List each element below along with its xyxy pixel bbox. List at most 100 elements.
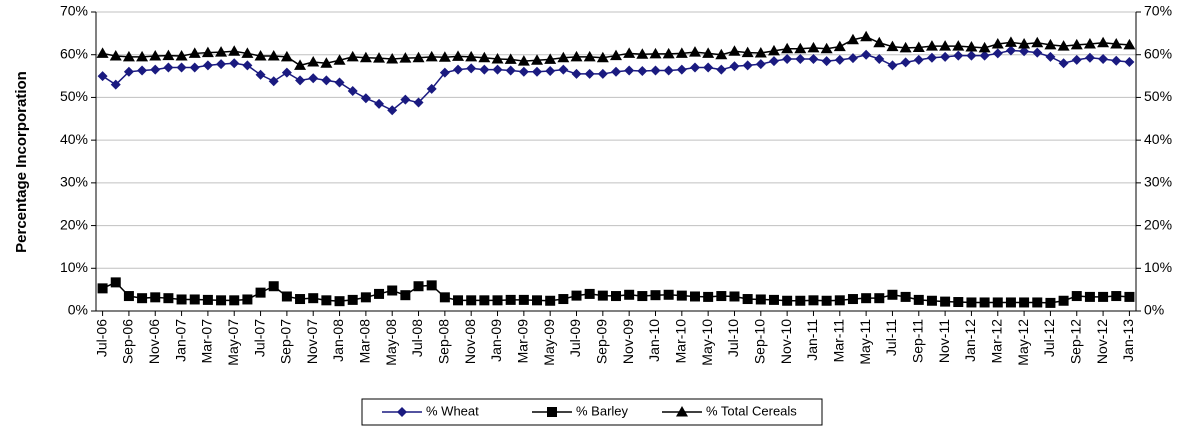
- y-tick-label: 60%: [60, 45, 88, 61]
- data-point: [176, 294, 187, 305]
- data-point: [491, 52, 504, 64]
- data-point: [1124, 291, 1135, 302]
- data-point: [189, 62, 200, 73]
- data-point: [729, 61, 740, 72]
- data-point: [887, 60, 898, 71]
- data-point: [624, 65, 635, 76]
- data-point: [295, 294, 306, 305]
- x-tick-label: May-09: [541, 319, 557, 366]
- data-point: [399, 52, 412, 63]
- data-point: [123, 291, 134, 302]
- data-point: [1005, 297, 1016, 308]
- data-point: [518, 294, 529, 305]
- data-point: [466, 63, 477, 74]
- data-point: [255, 69, 266, 80]
- data-point: [531, 54, 544, 65]
- data-point: [913, 294, 924, 305]
- x-tick-label: May-07: [225, 319, 241, 366]
- data-point: [1071, 54, 1082, 65]
- data-point: [281, 291, 292, 302]
- data-point: [426, 280, 437, 291]
- data-point: [280, 50, 293, 62]
- data-point: [150, 292, 161, 303]
- x-tick-label: Jul-12: [1041, 319, 1057, 357]
- data-point: [150, 64, 161, 75]
- data-point: [545, 65, 556, 76]
- data-point: [597, 68, 608, 79]
- x-tick-label: Sep-07: [278, 319, 294, 364]
- data-point: [426, 83, 437, 94]
- data-point: [1018, 38, 1031, 49]
- x-tick-label: Mar-11: [831, 319, 847, 363]
- data-point: [479, 295, 490, 306]
- y-tick-label: 50%: [60, 88, 88, 104]
- data-point: [334, 77, 345, 88]
- data-point: [886, 40, 899, 52]
- data-point: [966, 297, 977, 308]
- data-point: [136, 50, 149, 62]
- data-point: [123, 66, 134, 77]
- data-point: [1032, 297, 1043, 308]
- data-point: [1044, 38, 1057, 50]
- data-point: [979, 50, 990, 61]
- y-axis-label: Percentage Incorporation: [13, 71, 30, 253]
- data-point: [913, 54, 924, 65]
- data-point: [386, 52, 399, 64]
- data-point: [544, 53, 557, 64]
- data-point: [518, 66, 529, 77]
- y2-tick-label: 50%: [1144, 88, 1172, 104]
- data-point: [874, 293, 885, 304]
- data-point: [795, 295, 806, 306]
- data-point: [742, 294, 753, 305]
- data-point: [137, 65, 148, 76]
- data-point: [359, 51, 372, 63]
- data-point: [729, 291, 740, 302]
- data-point: [1071, 291, 1082, 302]
- x-tick-label: Mar-09: [515, 319, 531, 364]
- data-point: [861, 49, 872, 60]
- data-point: [1098, 291, 1109, 302]
- data-point: [1098, 53, 1109, 64]
- data-point: [413, 97, 424, 108]
- data-point: [834, 54, 845, 65]
- data-point: [558, 64, 569, 75]
- x-tick-label: Sep-09: [594, 319, 610, 364]
- data-point: [940, 296, 951, 307]
- data-point: [703, 291, 714, 302]
- data-point: [1004, 36, 1017, 47]
- data-point: [346, 50, 359, 62]
- data-point: [1019, 46, 1030, 57]
- data-point: [768, 56, 779, 67]
- x-tick-label: Sep-08: [436, 319, 452, 364]
- x-tick-label: Jan-11: [804, 319, 820, 361]
- data-point: [374, 98, 385, 109]
- data-point: [479, 64, 490, 75]
- data-point: [452, 50, 465, 61]
- data-point: [716, 291, 727, 302]
- data-point: [505, 294, 516, 305]
- data-point: [821, 295, 832, 306]
- data-point: [360, 93, 371, 104]
- x-tick-label: Mar-07: [199, 319, 215, 364]
- x-tick-label: Mar-12: [988, 319, 1004, 364]
- data-point: [320, 57, 333, 68]
- data-point: [202, 60, 213, 71]
- data-point: [122, 50, 135, 62]
- data-point: [412, 51, 425, 63]
- data-point: [846, 33, 859, 45]
- data-point: [110, 277, 121, 288]
- data-point: [925, 40, 938, 51]
- data-point: [702, 47, 715, 58]
- data-point: [978, 41, 991, 53]
- y-tick-label: 10%: [60, 259, 88, 275]
- data-point: [137, 293, 148, 304]
- data-point: [610, 49, 622, 61]
- data-point: [676, 64, 687, 75]
- data-point: [636, 48, 649, 59]
- x-tick-label: Nov-10: [778, 319, 794, 364]
- legend-marker: [547, 407, 557, 417]
- y2-tick-label: 0%: [1144, 302, 1164, 318]
- data-point: [97, 283, 108, 294]
- data-point: [175, 49, 188, 61]
